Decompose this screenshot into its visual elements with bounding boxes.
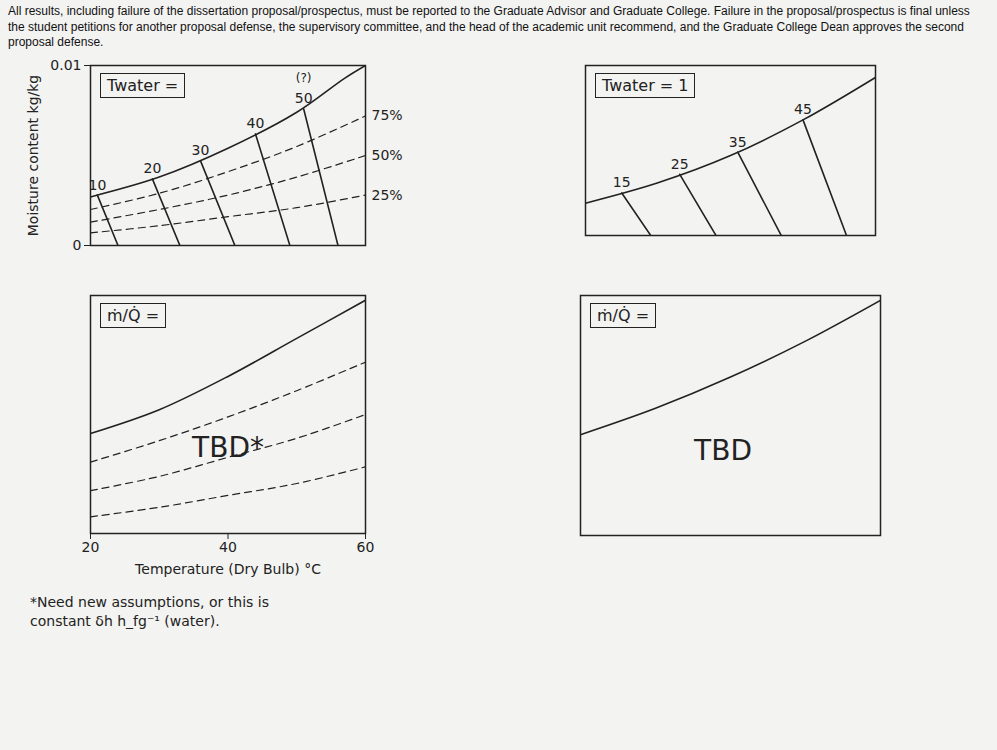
svg-text:Temperature (Dry Bulb) °C: Temperature (Dry Bulb) °C — [134, 561, 321, 577]
svg-text:25%: 25% — [372, 187, 403, 203]
svg-text:TBD: TBD — [693, 434, 752, 467]
html-text:Twater =: Twater = — [107, 76, 179, 95]
svg-text:45: 45 — [794, 101, 812, 117]
svg-text:(?): (?) — [296, 71, 312, 85]
svg-text:60: 60 — [357, 539, 375, 555]
svg-text:TBD*: TBD* — [191, 431, 264, 464]
svg-text:35: 35 — [729, 134, 747, 150]
svg-text:50%: 50% — [372, 147, 403, 163]
svg-text:75%: 75% — [372, 107, 403, 123]
html-text:ṁ/Q̇ =: ṁ/Q̇ = — [107, 306, 160, 325]
svg-text:15: 15 — [613, 174, 631, 190]
svg-text:20: 20 — [82, 539, 100, 555]
svg-text:40: 40 — [247, 115, 265, 131]
svg-text:0: 0 — [73, 237, 82, 253]
svg-text:20: 20 — [143, 160, 161, 176]
html-text:ṁ/Q̇ =: ṁ/Q̇ = — [597, 306, 650, 325]
svg-text:30: 30 — [192, 142, 210, 158]
html-text:All results, including failure: All results, including failure of the di… — [8, 4, 970, 50]
svg-text:10: 10 — [88, 177, 106, 193]
html-text:*Need new assumptions, or this: *Need new assumptions, or this is consta… — [30, 594, 269, 629]
svg-text:25: 25 — [671, 156, 689, 172]
svg-text:50: 50 — [295, 90, 313, 106]
svg-text:40: 40 — [219, 539, 237, 555]
svg-text:0.01: 0.01 — [50, 57, 81, 73]
svg-text:Moisture content kg/kg: Moisture content kg/kg — [25, 75, 41, 236]
html-text:Twater = 1: Twater = 1 — [602, 76, 689, 95]
